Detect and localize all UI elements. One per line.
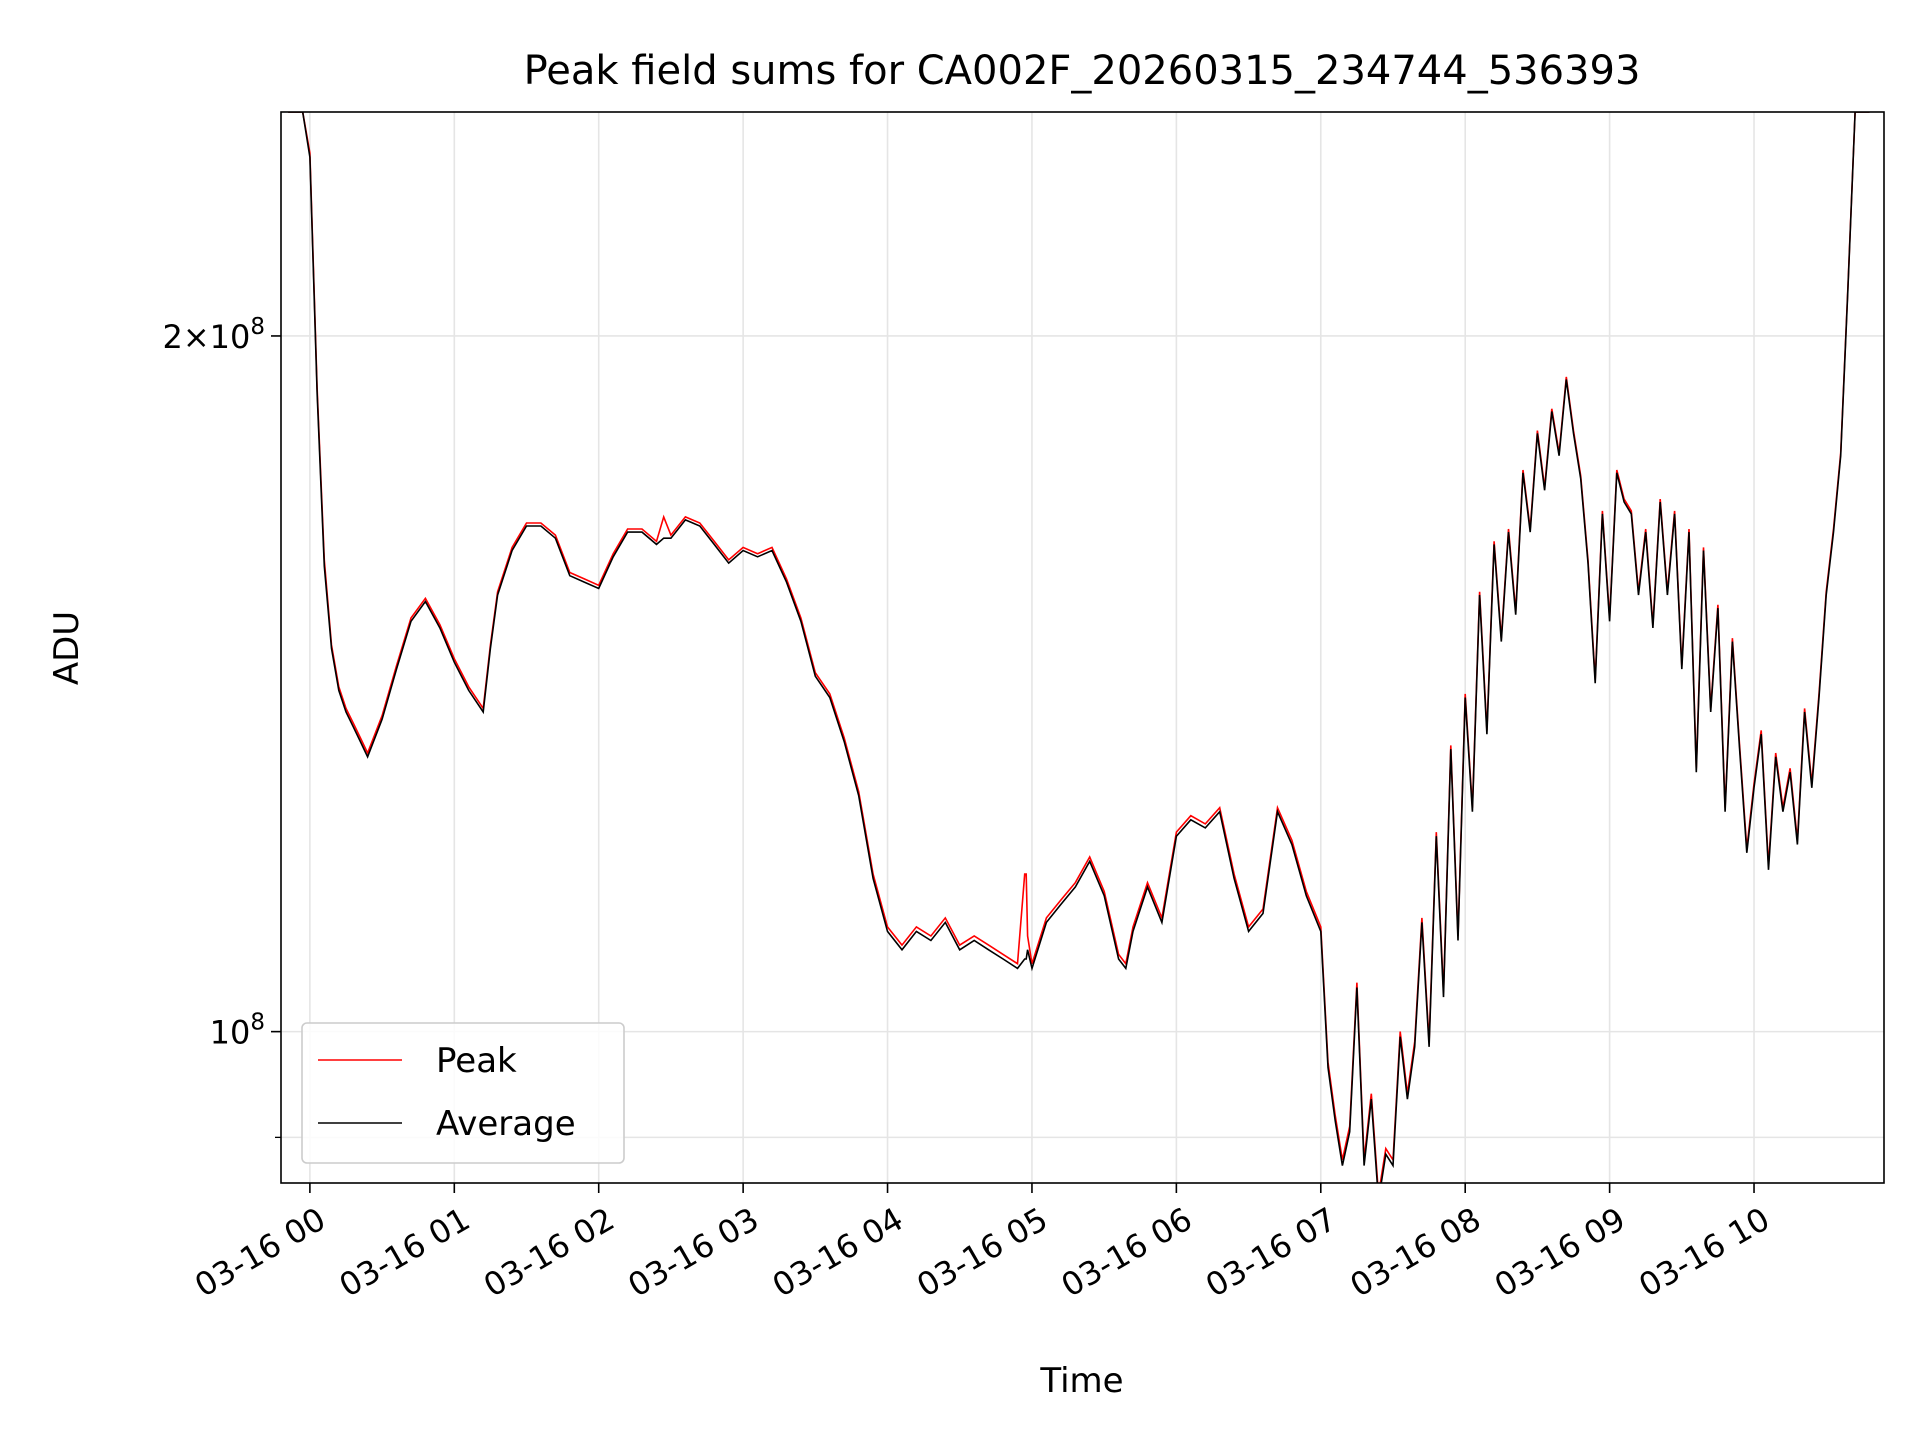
legend-label-average: Average (436, 1104, 576, 1144)
x-tick-label: 03-16 10 (1632, 1200, 1776, 1305)
legend-box (301, 1022, 625, 1164)
y-tick-label: 2×108 (162, 314, 265, 356)
x-axis-label: Time (1039, 1361, 1123, 1401)
x-tick-label: 03-16 04 (766, 1200, 910, 1305)
x-tick-label: 03-16 06 (1055, 1200, 1199, 1305)
x-tick-label: 03-16 01 (333, 1200, 477, 1305)
grid-lines (281, 112, 1884, 1183)
x-tick-label: 03-16 00 (188, 1200, 332, 1305)
y-axis: 2×108 108 (162, 314, 281, 1139)
y-tick-label: 108 (210, 1010, 265, 1052)
x-tick-label: 03-16 02 (477, 1200, 621, 1305)
plot-area (288, 112, 1870, 1183)
chart-title: Peak field sums for CA002F_20260315_2347… (524, 48, 1641, 94)
y-axis-label: ADU (47, 611, 87, 685)
series-line-average (288, 112, 1870, 1183)
x-tick-label: 03-16 08 (1344, 1200, 1488, 1305)
plot-frame (280, 111, 1885, 1184)
x-tick-label: 03-16 05 (910, 1200, 1054, 1305)
x-axis: 03-16 00 03-16 01 03-16 02 03-16 03 03-16 04… (188, 1183, 1776, 1305)
x-tick-label: 03-16 09 (1488, 1200, 1632, 1305)
x-tick-label: 03-16 07 (1199, 1200, 1343, 1305)
legend-label-peak: Peak (436, 1041, 517, 1081)
legend: Peak Average (301, 1022, 625, 1164)
x-tick-label: 03-16 03 (622, 1200, 766, 1305)
